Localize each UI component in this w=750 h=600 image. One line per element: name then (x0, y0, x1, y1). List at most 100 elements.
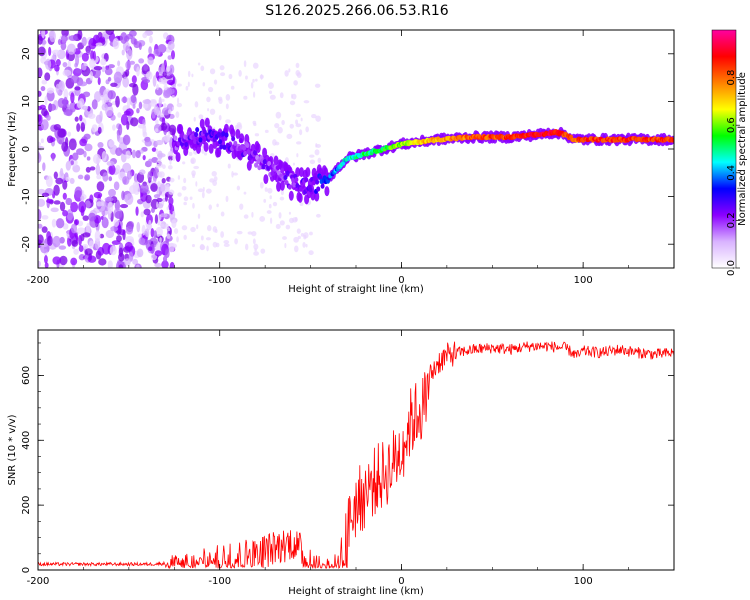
spectrogram-noise-blob (40, 138, 44, 144)
spectrogram-noise-blob (107, 64, 115, 69)
spectrogram-ridge-halo (208, 143, 214, 154)
spectrogram-noise-blob (288, 68, 291, 73)
spectrogram-noise-blob (120, 114, 129, 126)
spectrogram-noise-blob (44, 262, 49, 268)
spectrogram-noise-blob (205, 188, 212, 194)
spectrogram-ridge-core (221, 130, 226, 137)
spectrogram-noise-blob (101, 66, 106, 73)
spectrogram-noise-blob (143, 63, 149, 71)
spectrogram-noise-blob (245, 75, 248, 80)
spectrogram-noise-blob (201, 148, 205, 154)
spectrogram-noise-blob (153, 48, 161, 57)
spectrogram-noise-blob (309, 231, 313, 236)
spectrogram-noise-blob (153, 123, 162, 134)
spectrogram-noise-blob (169, 159, 172, 165)
spectrogram-noise-blob (107, 260, 113, 268)
spectrogram-noise-blob (108, 139, 115, 148)
spectrogram-noise-blob (88, 240, 94, 249)
spectrogram-ridge-core (216, 131, 221, 138)
spectrogram-noise-blob (153, 105, 159, 116)
spectrogram-noise-blob (43, 255, 48, 264)
spectrogram-noise-blob (165, 249, 170, 258)
spectrogram-noise-blob (97, 142, 104, 148)
spectrogram-noise-blob (197, 188, 204, 193)
spectrogram-noise-blob (177, 175, 181, 180)
spectrogram-ridge-core (257, 164, 262, 171)
spectrogram-noise-blob (53, 124, 61, 131)
spectrogram-ridge-halo (223, 123, 229, 134)
colorbar-tick-label: 0.0 (726, 260, 737, 276)
spectrogram-noise-blob (88, 38, 97, 50)
spectrogram-ridge-core (291, 177, 296, 183)
spectrogram-noise-blob (158, 78, 164, 84)
spectrogram-noise-blob (149, 100, 158, 107)
spectrogram-ridge-core (311, 180, 316, 186)
spectrogram-noise-blob (74, 219, 80, 226)
spectrogram-noise-blob (211, 170, 217, 177)
spectrogram-noise-blob (236, 185, 241, 191)
spectrogram-noise-blob (70, 201, 79, 213)
spectrogram-ridge-core (316, 186, 321, 192)
spectrogram-noise-blob (165, 87, 175, 95)
spectrogram-noise-blob (67, 131, 72, 137)
spectrogram-noise-blob (138, 58, 145, 64)
spectrogram-ridge-halo (246, 160, 252, 171)
spectrogram-noise-blob (65, 176, 71, 182)
spectrogram-noise-blob (130, 94, 137, 104)
spectrogram-noise-blob (76, 100, 83, 109)
spectrogram-ridge-core (287, 184, 292, 190)
spectrogram-noise-blob (182, 161, 186, 165)
spectrogram-noise-blob (292, 162, 296, 166)
spectrogram-noise-blob (98, 258, 107, 266)
spectrogram-ridge-halo (204, 117, 210, 128)
spectrogram-noise-blob (166, 79, 175, 86)
spectrogram-noise-blob (92, 153, 101, 165)
spectrogram-noise-blob (49, 137, 56, 143)
spectrogram-noise-blob (86, 156, 91, 161)
spectrogram-noise-blob (126, 97, 131, 109)
colorbar-gradient (711, 29, 737, 269)
spectrogram-noise-blob (52, 256, 62, 265)
spectrogram-noise-blob (267, 187, 273, 194)
spectrogram-ridge-halo (199, 118, 205, 129)
spectrogram-noise-blob (72, 164, 81, 173)
spectrogram-noise-blob (269, 217, 273, 224)
spectrogram-noise-blob (76, 123, 81, 132)
spectrogram-noise-blob (247, 231, 253, 235)
spectrogram-noise-blob (289, 123, 294, 129)
spectrogram-noise-blob (122, 76, 130, 88)
spectrogram-noise-blob (72, 152, 79, 161)
spectrogram-noise-blob (197, 62, 201, 66)
spectrogram-noise-blob (294, 245, 299, 253)
spectrogram-noise-blob (76, 148, 85, 156)
spectrogram-noise-blob (147, 56, 154, 65)
spectrogram-noise-blob (59, 167, 64, 177)
spectrogram-noise-blob (91, 99, 98, 110)
spectrogram-noise-blob (82, 232, 91, 238)
spectrogram-noise-blob (93, 91, 102, 103)
spectrogram-noise-blob (136, 66, 140, 77)
spectrogram-noise-blob (84, 143, 93, 152)
spectrogram-noise-blob (205, 237, 211, 241)
spectrogram-noise-blob (112, 37, 120, 50)
spectrogram-noise-blob (189, 196, 193, 200)
spectrogram-noise-blob (167, 134, 171, 142)
spectrogram-noise-blob (166, 65, 171, 72)
spectrogram-noise-blob (136, 172, 145, 184)
spectrogram-noise-blob (38, 141, 42, 147)
spectrogram-noise-blob (123, 110, 131, 116)
spectrogram-noise-blob (214, 229, 218, 233)
spectrogram-noise-blob (176, 97, 180, 105)
spectrogram-noise-blob (142, 102, 149, 109)
spectrogram-noise-blob (38, 209, 42, 221)
spectrogram-noise-blob (259, 181, 264, 189)
spectrogram-noise-blob (225, 195, 229, 203)
spectrogram-noise-blob (148, 246, 153, 252)
spectrogram-noise-blob (279, 220, 285, 226)
spectrogram-noise-blob (264, 187, 268, 192)
spectrogram-noise-blob (183, 196, 189, 202)
spectrogram-noise-layer (38, 30, 322, 268)
spectrogram-noise-blob (87, 255, 97, 263)
spectrogram-noise-blob (132, 181, 140, 191)
spectrogram-noise-blob (102, 216, 107, 225)
